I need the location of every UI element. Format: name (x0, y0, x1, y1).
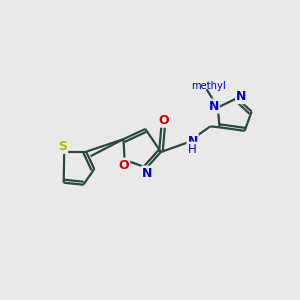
Text: S: S (58, 140, 67, 153)
Text: N: N (142, 167, 152, 180)
Text: methyl: methyl (191, 81, 226, 91)
Text: O: O (119, 158, 129, 172)
Text: N: N (236, 90, 246, 103)
Text: N: N (208, 100, 219, 112)
Text: N: N (188, 135, 198, 148)
Text: H: H (188, 142, 197, 156)
Text: O: O (158, 114, 169, 127)
